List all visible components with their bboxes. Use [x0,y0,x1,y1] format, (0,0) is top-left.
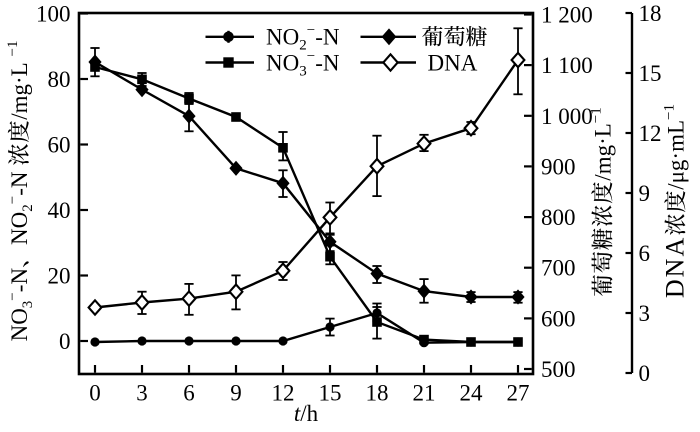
svg-text:3: 3 [136,381,148,406]
svg-text:DNA: DNA [428,50,478,75]
svg-text:DNA: DNA [661,236,690,298]
svg-text:800: 800 [541,205,576,230]
svg-text:15: 15 [639,61,662,86]
svg-text:3: 3 [20,301,36,309]
svg-text:NO: NO [7,212,32,245]
svg-text:24: 24 [460,381,484,406]
svg-text:600: 600 [541,306,576,331]
svg-text:NO: NO [7,308,32,341]
svg-text:21: 21 [413,381,436,406]
svg-text:12: 12 [272,381,295,406]
svg-text:6: 6 [639,241,651,266]
svg-text:−1: −1 [5,41,21,57]
svg-text:700: 700 [541,256,576,281]
svg-text:500: 500 [541,357,576,382]
svg-text:0: 0 [89,381,101,406]
svg-text:18: 18 [639,1,662,26]
svg-text:15: 15 [319,381,342,406]
svg-text:40: 40 [48,198,71,223]
svg-text:6: 6 [183,381,195,406]
svg-text:−1: −1 [662,104,678,120]
svg-text:1 100: 1 100 [541,53,593,78]
svg-text:-N: -N [7,171,32,196]
svg-text:t/h: t/h [294,401,319,426]
svg-text:9: 9 [639,181,651,206]
svg-text:12: 12 [639,121,662,146]
svg-text:80: 80 [48,67,71,92]
svg-text:0: 0 [59,329,71,354]
svg-text:20: 20 [48,264,71,289]
svg-text:100: 100 [36,2,71,27]
svg-text:−: − [5,292,21,300]
svg-text:9: 9 [230,381,242,406]
svg-text:−1: −1 [589,107,605,123]
svg-text:1 200: 1 200 [541,3,593,28]
svg-text:1 000: 1 000 [541,104,593,129]
svg-text:60: 60 [48,133,71,158]
svg-text:18: 18 [366,381,389,406]
svg-text:27: 27 [507,381,530,406]
svg-text:-N: -N [7,268,32,293]
svg-text:/mg·L: /mg·L [591,123,616,181]
svg-text:0: 0 [639,361,651,386]
svg-text:2: 2 [20,204,36,212]
svg-text:900: 900 [541,154,576,179]
svg-text:−: − [5,196,21,204]
svg-text:/mg·L: /mg·L [7,62,32,120]
svg-text:/μg·mL: /μg·mL [664,120,689,190]
svg-text:3: 3 [639,301,651,326]
